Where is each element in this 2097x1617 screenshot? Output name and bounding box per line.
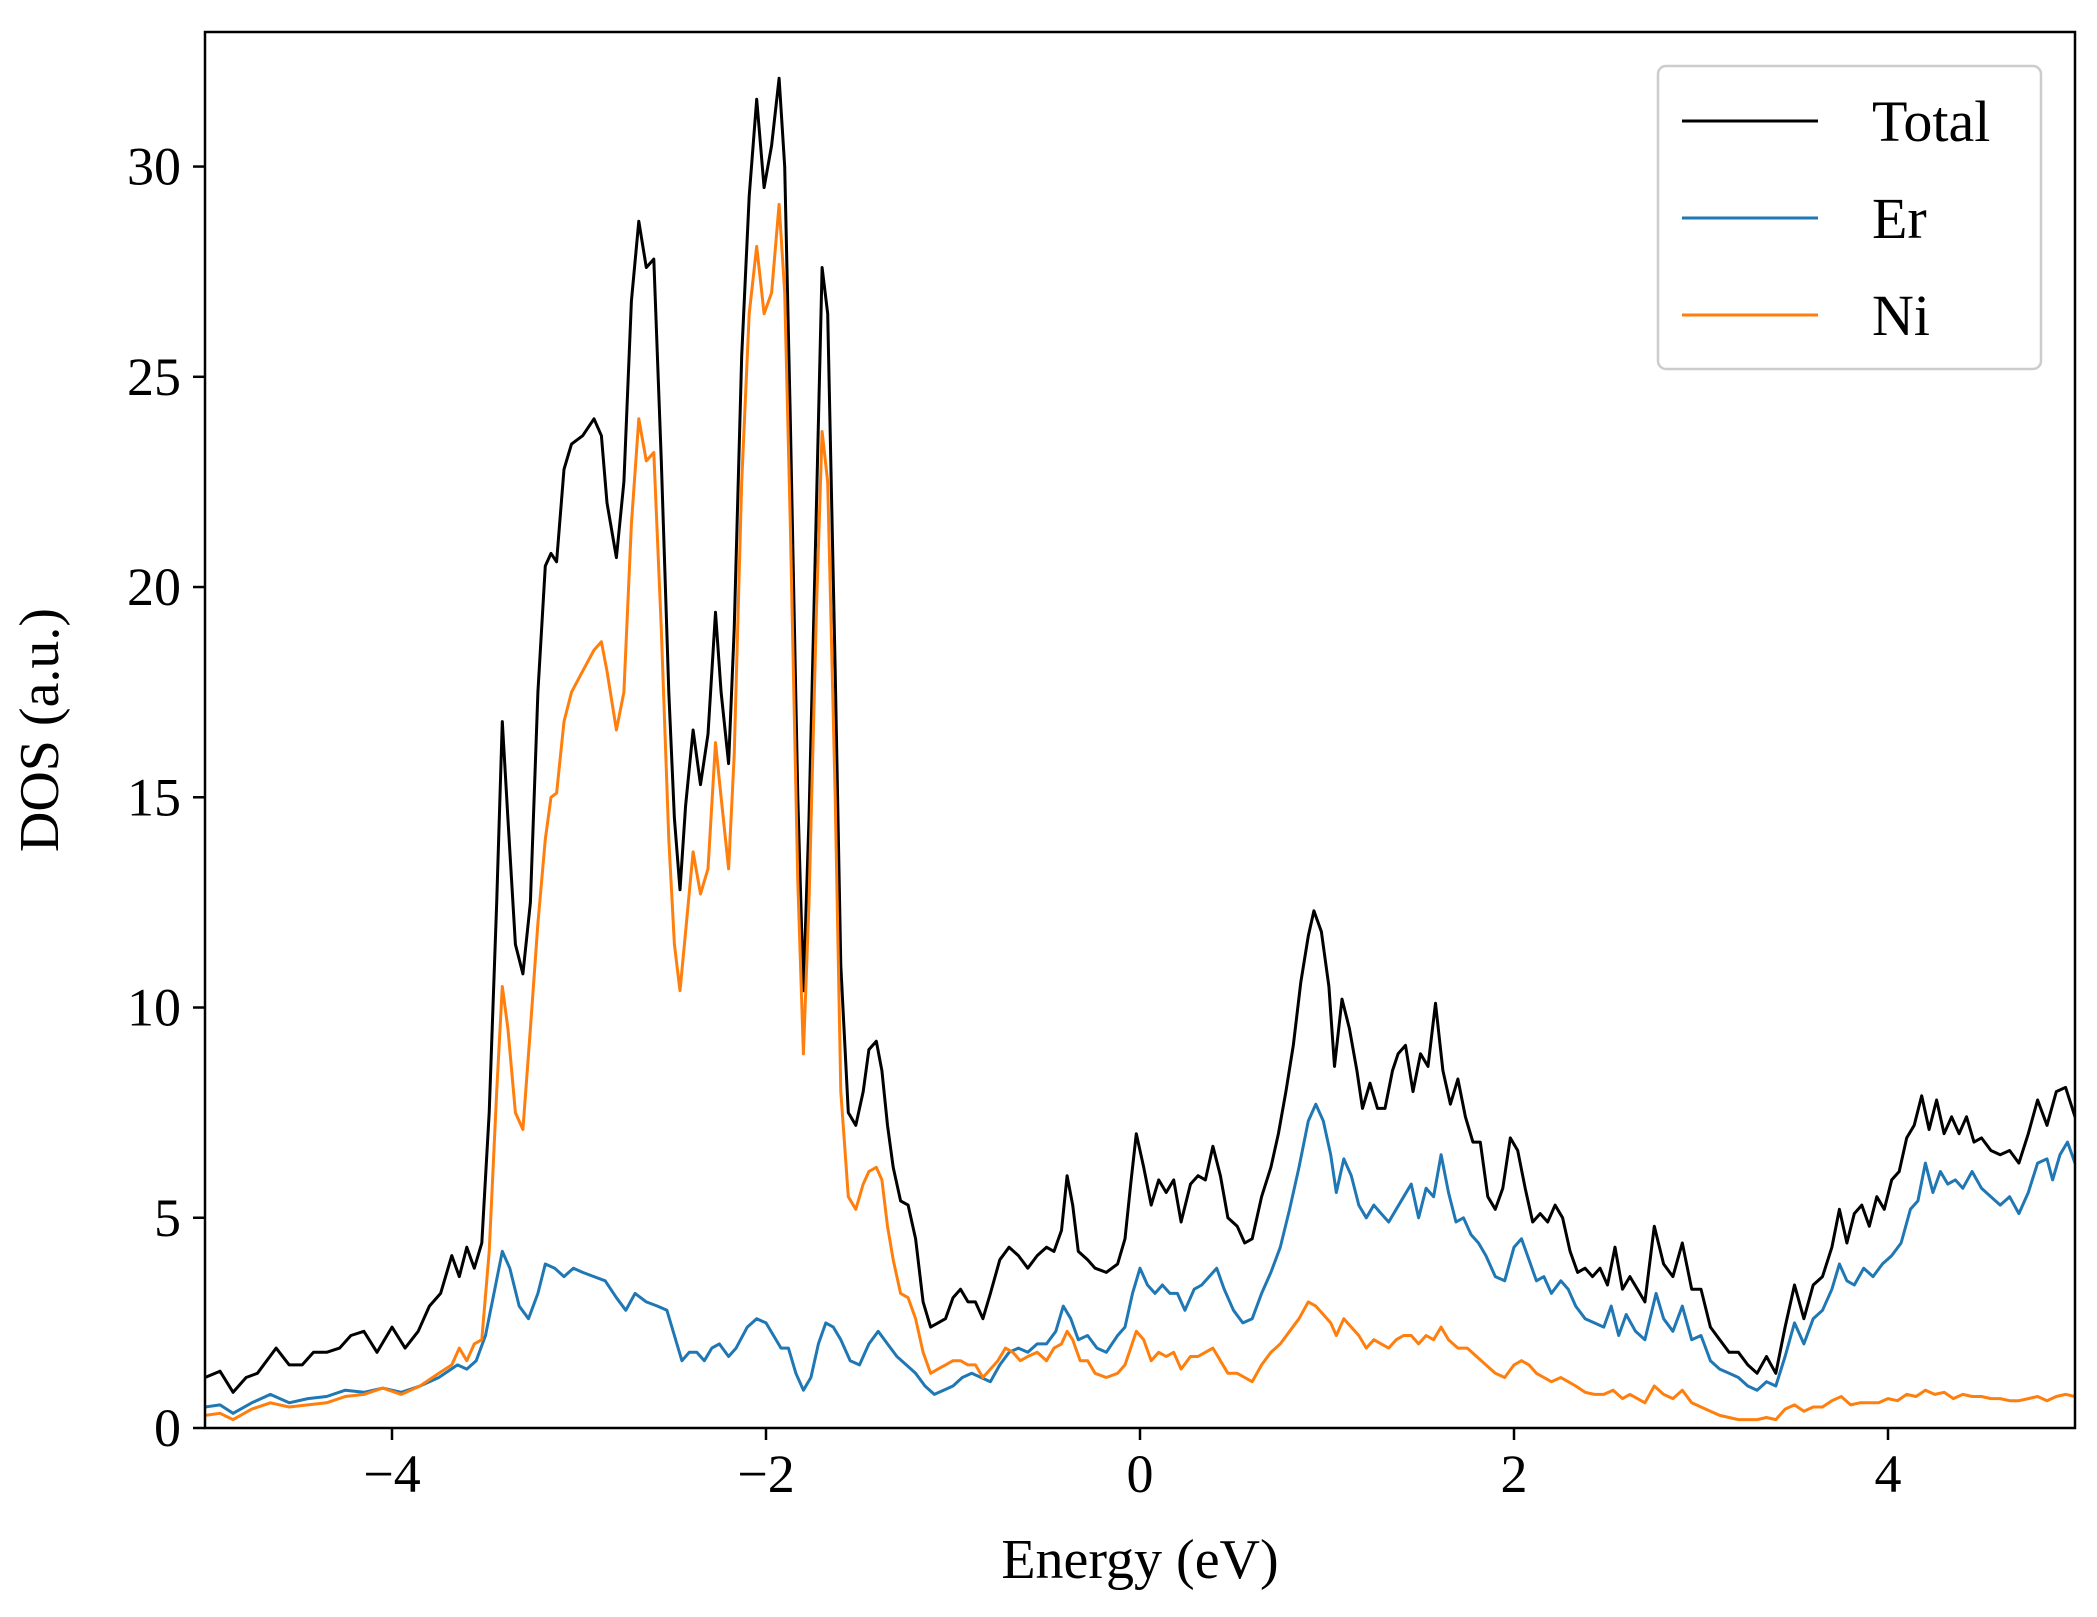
x-tick-label: −4: [363, 1444, 420, 1504]
x-axis-label: Energy (eV): [1001, 1529, 1278, 1591]
y-tick-label: 15: [127, 767, 181, 827]
x-tick-label: 2: [1501, 1444, 1528, 1504]
y-tick-label: 25: [127, 347, 181, 407]
legend-label-er: Er: [1872, 186, 1927, 251]
plot-frame: [203, 30, 2077, 1430]
legend-label-total: Total: [1872, 89, 1990, 154]
legend-box: [1656, 64, 2043, 371]
y-tick-label: 30: [127, 137, 181, 197]
x-tick-label: −2: [737, 1444, 794, 1504]
y-tick-label: 0: [154, 1398, 181, 1458]
series-layer: [205, 76, 2075, 1422]
y-tick-label: 10: [127, 978, 181, 1038]
x-tick-label: 0: [1127, 1444, 1154, 1504]
x-tick-label: 4: [1875, 1444, 1902, 1504]
legend: Total Er Ni: [1656, 64, 2043, 371]
y-tick-label: 5: [154, 1188, 181, 1248]
ticks-layer: −4 −2 0 2 4 0 5 10 15 20 25 30: [127, 137, 1902, 1504]
series-line-total: [205, 76, 2075, 1394]
series-line-ni: [205, 202, 2075, 1422]
series-line-er: [205, 1102, 2075, 1415]
y-tick-label: 20: [127, 557, 181, 617]
y-axis-label: DOS (a.u.): [9, 608, 71, 852]
legend-label-ni: Ni: [1872, 283, 1930, 348]
